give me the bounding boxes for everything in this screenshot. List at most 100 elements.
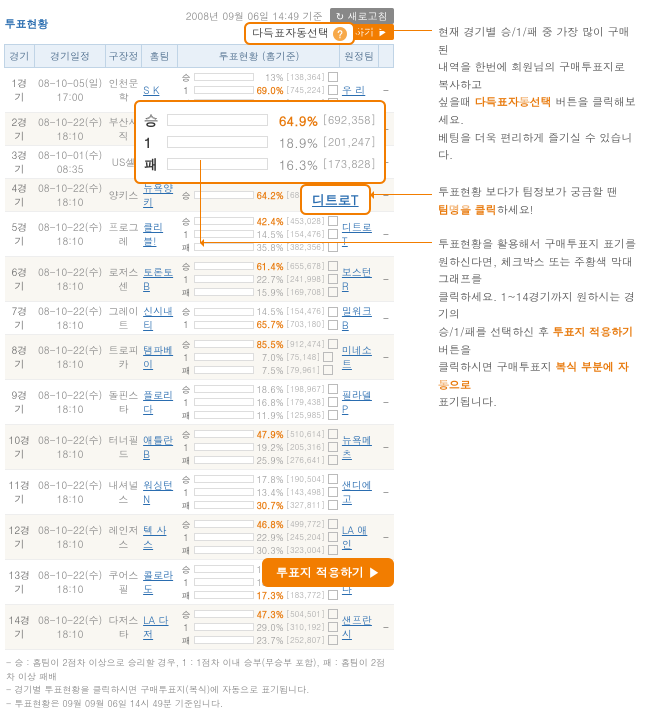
vote-checkbox[interactable]	[328, 274, 338, 284]
home-team-link[interactable]: 애틀란B	[143, 433, 173, 461]
vote-line[interactable]: 패 30.7% [327,811]	[180, 499, 338, 511]
away-team-link[interactable]: 샌디에고	[342, 478, 372, 506]
bar-wrap[interactable]	[194, 275, 254, 283]
vote-checkbox[interactable]	[328, 229, 338, 239]
vote-checkbox[interactable]	[328, 320, 338, 330]
vote-line[interactable]: 승 17.8% [190,504]	[180, 473, 338, 485]
vote-checkbox[interactable]	[328, 609, 338, 619]
vote-line[interactable]: 승 18.6% [198,967]	[180, 383, 338, 395]
vote-checkbox[interactable]	[328, 85, 338, 95]
vote-checkbox[interactable]	[328, 545, 338, 555]
vote-checkbox[interactable]	[328, 590, 338, 600]
vote-checkbox[interactable]	[328, 287, 338, 297]
vote-line[interactable]: 패 15.9% [169,708]	[180, 286, 338, 298]
away-team-link[interactable]: 우 리	[342, 83, 365, 97]
apply-button-callout[interactable]: 투표지 적용하기 ▶	[262, 558, 394, 587]
home-team-link[interactable]: 토론토B	[143, 265, 173, 293]
away-team-link[interactable]: 밀워크B	[342, 304, 372, 332]
vote-line[interactable]: 1 69.0% [745,224]	[180, 84, 338, 96]
bar-wrap[interactable]	[194, 443, 254, 451]
bar-wrap[interactable]	[194, 398, 254, 406]
vote-line[interactable]: 1 16.8% [179,438]	[180, 396, 338, 408]
bar-wrap[interactable]	[194, 308, 254, 316]
bar-wrap[interactable]	[194, 578, 254, 586]
vote-line[interactable]: 패 25.9% [276,641]	[180, 454, 338, 466]
vote-line[interactable]: 패 17.3% [183,772]	[180, 589, 338, 601]
big-bar[interactable]	[167, 114, 269, 126]
vote-line[interactable]: 승 14.5% [154,476]	[180, 306, 338, 318]
vote-checkbox[interactable]	[328, 261, 338, 271]
bar-wrap[interactable]	[194, 262, 254, 270]
vote-checkbox[interactable]	[328, 242, 338, 252]
bar-wrap[interactable]	[194, 340, 254, 348]
bar-wrap[interactable]	[194, 191, 254, 199]
away-team-link[interactable]: 보스턴R	[342, 265, 372, 293]
bar-wrap[interactable]	[194, 546, 254, 554]
vote-line[interactable]: 1 13.4% [143,498]	[180, 486, 338, 498]
vote-checkbox[interactable]	[328, 429, 338, 439]
vote-checkbox[interactable]	[323, 365, 333, 375]
bar-wrap[interactable]	[194, 591, 254, 599]
bar-wrap[interactable]	[194, 411, 254, 419]
bar-wrap[interactable]	[194, 321, 254, 329]
vote-line[interactable]: 승 47.3% [504,501]	[180, 608, 338, 620]
big-bar[interactable]	[167, 158, 269, 170]
bar-wrap[interactable]	[194, 288, 254, 296]
vote-line[interactable]: 승 47.9% [510,614]	[180, 428, 338, 440]
vote-line[interactable]: 1 65.7% [703,180]	[180, 319, 338, 331]
team-name-callout[interactable]: 디트로T	[300, 184, 371, 215]
vote-line[interactable]: 패 7.5% [79,961]	[180, 364, 338, 376]
vote-line[interactable]: 1 22.7% [241,998]	[180, 273, 338, 285]
bar-wrap[interactable]	[194, 217, 254, 225]
vote-checkbox[interactable]	[328, 339, 338, 349]
home-team-link[interactable]: 콜로라도	[143, 568, 173, 596]
vote-checkbox[interactable]	[323, 352, 333, 362]
home-team-link[interactable]: 신시내티	[143, 304, 173, 332]
bar-wrap[interactable]	[194, 636, 254, 644]
vote-checkbox[interactable]	[328, 216, 338, 226]
bar-wrap[interactable]	[194, 86, 254, 94]
bar-wrap[interactable]	[194, 385, 254, 393]
home-team-link[interactable]: 플로리다	[143, 388, 173, 416]
bar-wrap[interactable]	[194, 353, 254, 361]
big-bar[interactable]	[167, 136, 269, 148]
vote-line[interactable]: 패 11.9% [125,985]	[180, 409, 338, 421]
bar-wrap[interactable]	[194, 520, 254, 528]
bar-wrap[interactable]	[194, 501, 254, 509]
away-team-link[interactable]: 필라델P	[342, 388, 372, 416]
vote-checkbox[interactable]	[328, 474, 338, 484]
away-team-link[interactable]: LA 애인	[342, 523, 367, 551]
vote-line[interactable]: 승 61.4% [655,678]	[180, 260, 338, 272]
bar-wrap[interactable]	[194, 456, 254, 464]
vote-line[interactable]: 1 7.0% [75,148]	[180, 351, 338, 363]
bar-wrap[interactable]	[194, 366, 254, 374]
vote-checkbox[interactable]	[328, 384, 338, 394]
vote-line[interactable]: 승 46.8% [499,772]	[180, 518, 338, 530]
vote-line[interactable]: 1 29.0% [310,192]	[180, 621, 338, 633]
vote-line[interactable]: 승 42.4% [453,028]	[180, 215, 338, 227]
vote-line[interactable]: 승 13% [138,364]	[180, 71, 338, 83]
vote-line[interactable]: 승 85.5% [912,474]	[180, 338, 338, 350]
home-team-link[interactable]: 텍 사 스	[143, 523, 166, 551]
home-team-link[interactable]: LA 다저	[143, 613, 168, 641]
home-team-link[interactable]: 클리블!	[143, 220, 163, 248]
vote-checkbox[interactable]	[328, 500, 338, 510]
vote-checkbox[interactable]	[328, 622, 338, 632]
vote-checkbox[interactable]	[328, 410, 338, 420]
bar-wrap[interactable]	[194, 430, 254, 438]
home-team-link[interactable]: S K	[143, 83, 159, 97]
vote-checkbox[interactable]	[328, 635, 338, 645]
bar-wrap[interactable]	[194, 475, 254, 483]
vote-checkbox[interactable]	[328, 455, 338, 465]
bar-wrap[interactable]	[194, 623, 254, 631]
auto-select-callout[interactable]: 다득표자동선택 ?	[244, 22, 355, 45]
vote-line[interactable]: 패 23.7% [252,807]	[180, 634, 338, 646]
bar-wrap[interactable]	[194, 230, 254, 238]
vote-checkbox[interactable]	[328, 72, 338, 82]
bar-wrap[interactable]	[194, 565, 254, 573]
bar-wrap[interactable]	[194, 533, 254, 541]
vote-checkbox[interactable]	[328, 442, 338, 452]
away-team-link[interactable]: 뉴욕메츠	[342, 433, 372, 461]
vote-line[interactable]: 패 30.3% [323,004]	[180, 544, 338, 556]
vote-checkbox[interactable]	[328, 532, 338, 542]
